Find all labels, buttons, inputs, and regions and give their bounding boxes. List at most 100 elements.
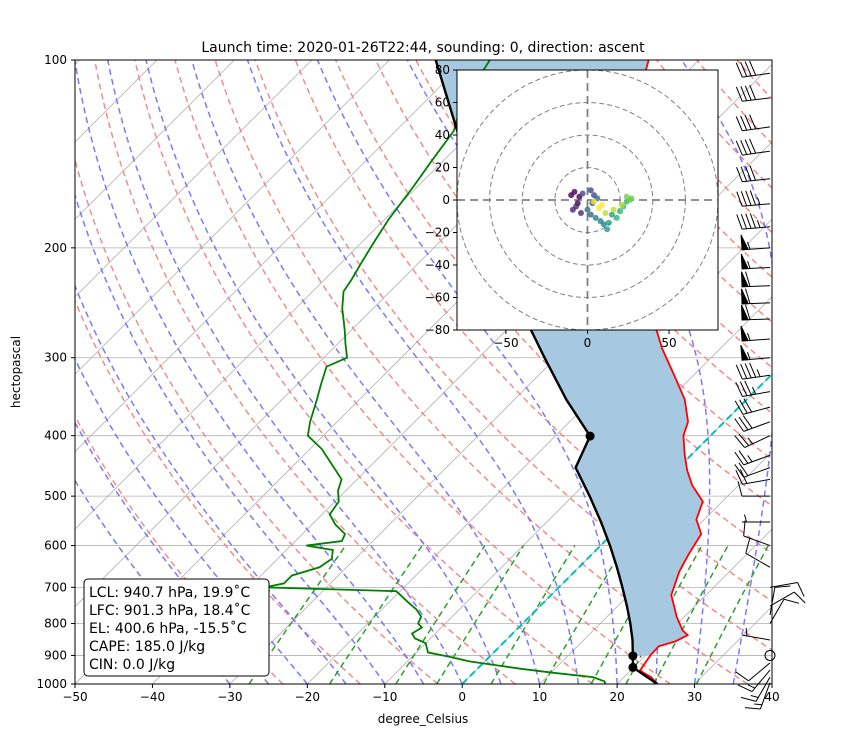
barb-shaft	[742, 406, 771, 415]
x-tick-label: −10	[372, 690, 397, 704]
barb-full	[740, 696, 757, 702]
x-axis-label: degree_Celsius	[378, 712, 469, 726]
barb-full	[740, 86, 748, 101]
barb-shaft	[769, 581, 798, 588]
barb-shaft	[769, 587, 776, 616]
barb-full	[797, 582, 805, 597]
barb-full	[744, 380, 752, 396]
level-marker-lcl	[628, 662, 638, 672]
chart-title: Launch time: 2020-01-26T22:44, sounding:…	[201, 40, 645, 56]
barb-full	[739, 381, 748, 396]
dry-adiabat	[334, 60, 772, 555]
hodograph-point	[623, 193, 630, 200]
x-tick-label: −40	[140, 690, 165, 704]
barb-shaft	[744, 435, 771, 448]
dry-adiabat	[656, 60, 772, 190]
wind-barb	[742, 514, 770, 523]
dry-adiabat	[75, 157, 439, 684]
barb-shaft	[742, 72, 771, 78]
wind-barb	[735, 85, 771, 102]
isotherm-gridline	[75, 60, 545, 530]
isotherm-gridline	[75, 60, 235, 220]
barb-shaft	[748, 662, 771, 682]
hodograph-y-tick-label: −20	[425, 226, 450, 240]
barb-shaft	[769, 599, 785, 624]
barb-shaft	[742, 226, 771, 230]
hodograph-y-tick-label: 80	[435, 63, 450, 77]
barb-half	[747, 437, 754, 445]
wind-barb	[769, 598, 800, 624]
barb-shaft	[743, 421, 771, 432]
mixing-ratio-line	[542, 545, 626, 684]
moist-adiabat	[190, 60, 541, 684]
barb-full	[744, 363, 752, 379]
level-marker-el	[585, 431, 595, 441]
barb-full	[737, 481, 743, 497]
barb-full	[736, 191, 743, 207]
barb-flag	[740, 234, 749, 251]
hodograph-y-tick-label: 0	[442, 193, 450, 207]
barb-full	[774, 585, 791, 588]
moist-adiabat	[75, 192, 386, 684]
x-tick-label: 30	[687, 690, 702, 704]
wind-barb	[734, 415, 771, 432]
barb-full	[738, 462, 749, 476]
hodograph-point	[579, 190, 586, 197]
hodograph-x-tick-label: −50	[493, 336, 518, 350]
barb-shaft	[742, 150, 771, 156]
barb-full	[735, 62, 743, 78]
y-tick-label: 200	[44, 241, 67, 255]
barb-shaft	[742, 126, 771, 132]
calm-wind-circle	[764, 649, 776, 661]
barb-full	[738, 433, 750, 446]
barb-full	[749, 138, 757, 154]
dry-adiabat	[75, 298, 361, 684]
barb-half	[746, 351, 751, 360]
barb-flag	[740, 253, 749, 270]
isotherm-gridline	[75, 60, 467, 453]
axes: −50 −40 −30 −20 −10 0 10 20 30 401000900800700600…	[36, 53, 779, 704]
barb-full	[736, 214, 743, 230]
barb-shaft	[755, 676, 771, 702]
dry-adiabat	[94, 60, 516, 684]
isotherm-gridline	[229, 141, 772, 684]
dry-adiabat	[134, 60, 594, 684]
hodograph-point	[573, 203, 580, 210]
isotherm-gridline	[616, 528, 772, 684]
barb-half	[751, 386, 757, 395]
indices-line: EL: 400.6 hPa, -15.5˚C	[89, 620, 247, 637]
barb-full	[745, 213, 752, 229]
dry-adiabat	[214, 60, 749, 684]
barb-shaft	[742, 634, 771, 641]
barb-full	[749, 85, 757, 100]
barb-full	[742, 415, 753, 429]
hodograph-clip-group	[457, 70, 718, 330]
hodograph-point	[604, 226, 611, 233]
wind-barb	[743, 520, 771, 547]
isotherm-gridline	[384, 296, 772, 684]
moist-adiabat	[145, 60, 502, 684]
wind-barb	[734, 462, 771, 478]
barb-flag	[740, 288, 749, 305]
barb-full	[734, 435, 746, 448]
wind-barb	[769, 591, 806, 607]
hodograph-point	[591, 198, 598, 205]
moist-adiabat	[246, 60, 580, 684]
hodograph-point	[587, 211, 594, 218]
barb-flag	[740, 325, 749, 342]
barb-full	[738, 450, 749, 464]
barb-half	[747, 241, 751, 250]
barb-half	[747, 455, 753, 463]
wind-barb	[736, 165, 771, 183]
wind-barb	[742, 628, 771, 641]
barb-shaft	[743, 467, 771, 478]
dry-adiabat	[174, 60, 671, 684]
hodograph-point	[600, 221, 607, 228]
barb-full	[749, 362, 757, 378]
barb-full	[740, 191, 748, 207]
barb-full	[749, 165, 757, 181]
wind-barbs	[734, 60, 806, 710]
wind-barb	[740, 344, 771, 361]
wind-barb	[736, 190, 771, 207]
barb-half	[756, 197, 761, 205]
